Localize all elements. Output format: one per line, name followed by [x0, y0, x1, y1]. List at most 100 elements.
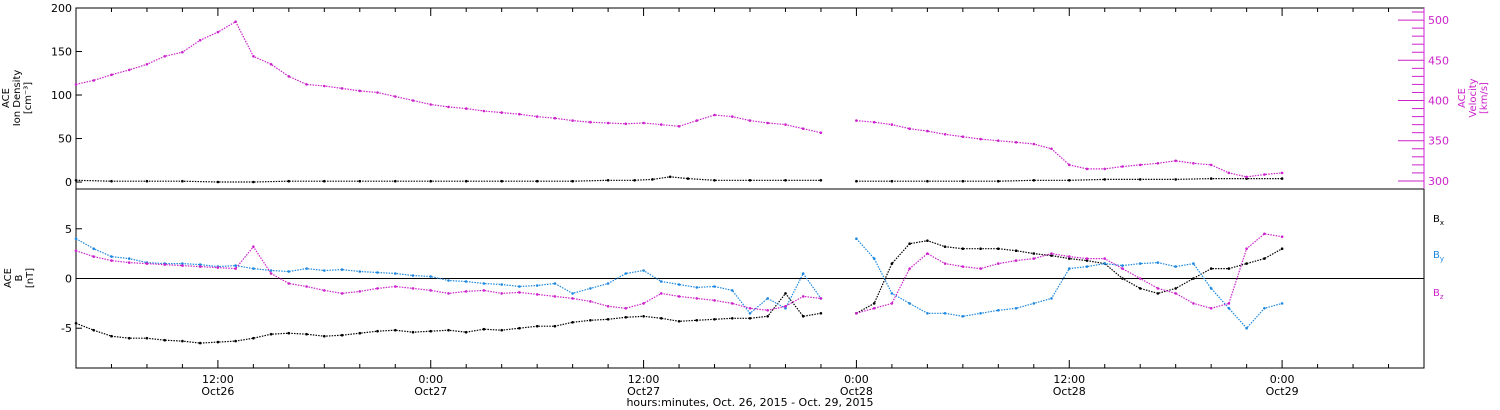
axis-label-line: ACE — [3, 268, 14, 288]
bx-point — [127, 336, 131, 340]
by-point — [1192, 262, 1195, 265]
ion-density-point — [651, 178, 654, 181]
bx-point — [1280, 247, 1284, 250]
top-left-tick-label: 50 — [58, 133, 72, 146]
legend: Bx By Bz — [1433, 214, 1444, 301]
x-tick-time: 0:00 — [1270, 373, 1295, 386]
velocity-point — [518, 112, 521, 116]
velocity-point — [1209, 163, 1213, 167]
bz-point — [376, 287, 379, 290]
velocity-point — [1156, 162, 1160, 165]
bz-point — [287, 282, 291, 285]
velocity-point — [961, 135, 965, 138]
ion-density-point — [571, 179, 574, 183]
ion-density-point — [633, 179, 636, 182]
x-axis-title: hours:minutes, Oct. 26, 2015 - Oct. 29, … — [626, 396, 873, 409]
top-left-axis-label: ACE Ion Density [cm⁻³] — [1, 70, 34, 127]
bx-point — [801, 315, 805, 318]
ion-density-point — [323, 179, 326, 183]
x-tick-date: Oct27 — [414, 385, 447, 398]
bx-point — [394, 328, 397, 332]
bx-point — [163, 338, 166, 342]
velocity-point — [1121, 165, 1124, 168]
ion-density-point — [784, 179, 787, 182]
velocity-point — [908, 127, 911, 130]
bz-point — [571, 297, 574, 300]
bz-point — [1103, 257, 1106, 260]
bx-point — [1209, 267, 1213, 270]
velocity-point — [642, 121, 645, 125]
bz-point — [181, 264, 184, 267]
velocity-point — [624, 122, 628, 126]
velocity-point — [305, 83, 308, 86]
bx-point — [660, 317, 663, 320]
velocity-point — [784, 123, 787, 126]
bz-point — [1032, 257, 1036, 260]
bz-point — [1014, 259, 1018, 262]
bz-point — [1174, 292, 1177, 295]
velocity-point — [198, 38, 202, 42]
bz-point — [979, 267, 982, 270]
bz-point — [748, 307, 752, 310]
axis-label-line: B — [14, 274, 25, 281]
bx-point — [110, 334, 113, 338]
bz-point — [1138, 277, 1142, 280]
velocity-point — [464, 107, 468, 110]
velocity-point — [1085, 167, 1089, 171]
velocity-point — [801, 127, 805, 130]
velocity-point — [943, 133, 947, 136]
ion-density-point — [358, 179, 362, 183]
top-panel-frame — [75, 7, 1425, 190]
velocity-point — [340, 87, 344, 90]
series-layer — [74, 20, 1284, 345]
bx-point — [926, 239, 929, 242]
bz-point — [553, 295, 557, 298]
ion-density-point — [464, 179, 468, 183]
velocity-point — [926, 129, 929, 133]
bx-point — [234, 339, 237, 343]
top-right-tick-label: 350 — [1428, 135, 1449, 148]
velocity-point — [695, 119, 699, 122]
bx-point — [1050, 254, 1053, 257]
bx-point — [1085, 259, 1089, 262]
bx-point — [766, 315, 769, 318]
x-tick-date: Oct28 — [840, 385, 873, 398]
velocity-point — [1174, 159, 1177, 163]
velocity-point — [553, 116, 557, 120]
ion-density-point — [1068, 179, 1071, 182]
by-point — [1103, 262, 1106, 265]
velocity-point — [1032, 142, 1036, 146]
ion-density-point — [961, 179, 965, 183]
bz-point — [908, 267, 911, 270]
x-tick-time: 12:00 — [1053, 373, 1085, 386]
top-right-tick-label: 450 — [1428, 54, 1449, 67]
by-point — [748, 312, 752, 315]
bx-point — [74, 322, 78, 325]
bz-point — [819, 297, 823, 300]
by-point — [801, 272, 805, 275]
by-point — [731, 289, 734, 292]
by-point — [979, 312, 982, 315]
bz-point — [1121, 267, 1124, 270]
by-point — [74, 237, 78, 240]
bz-point — [997, 262, 1000, 265]
bz-point — [731, 302, 734, 305]
by-point — [1245, 326, 1248, 330]
ion-density-point — [819, 179, 823, 182]
by-point — [926, 312, 929, 315]
velocity-point — [571, 119, 574, 122]
velocity-point — [731, 115, 734, 118]
bx-point — [198, 341, 202, 345]
by-point — [1227, 307, 1231, 310]
bz-point — [589, 300, 592, 303]
bx-point — [500, 328, 504, 332]
by-point — [411, 274, 415, 277]
x-tick-date: Oct26 — [201, 385, 234, 398]
ion-density-point — [1209, 177, 1213, 180]
bx-point — [145, 336, 149, 340]
bz-point — [464, 290, 468, 293]
velocity-point — [1068, 163, 1071, 167]
by-point — [1209, 287, 1213, 290]
ion-density-point — [748, 179, 752, 182]
by-point — [713, 285, 716, 288]
